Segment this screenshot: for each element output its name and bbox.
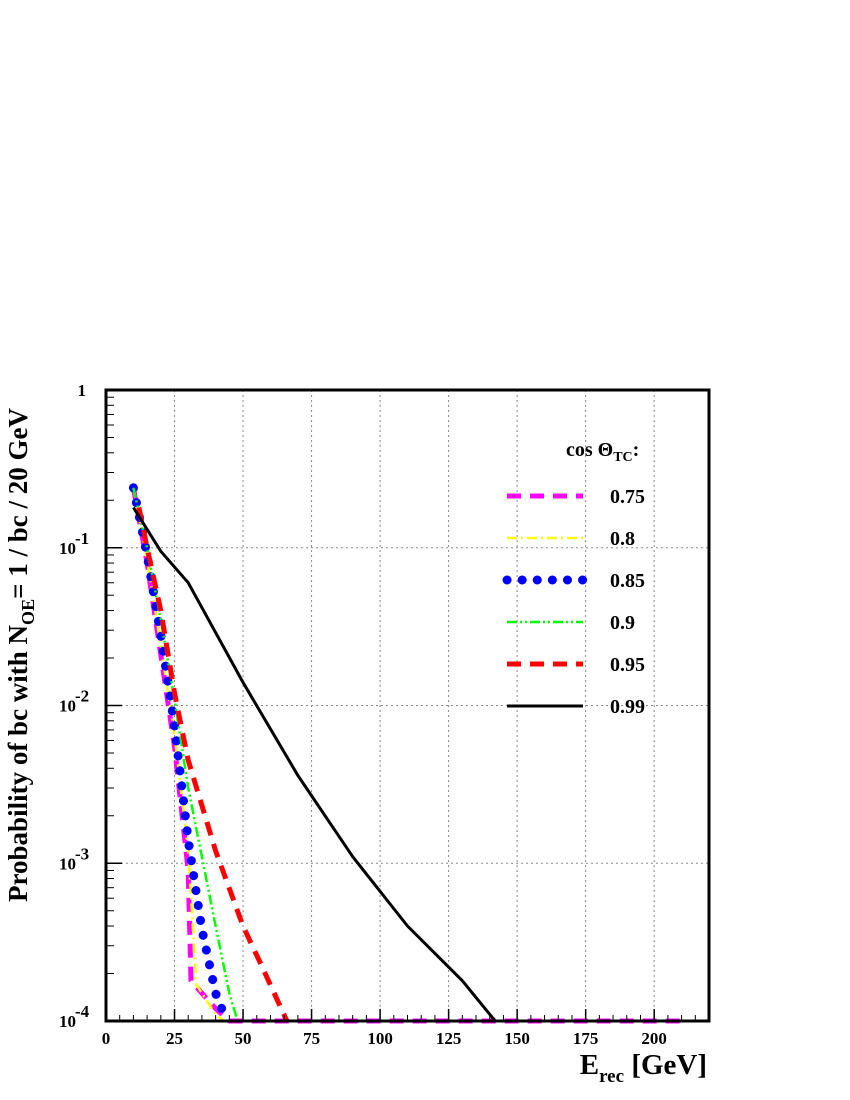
series-line-0.85 [128, 483, 232, 1026]
series-line-0.95 [136, 507, 290, 1023]
series-line-0.9 [132, 487, 239, 1022]
legend-label-0.9: 0.9 [610, 612, 635, 634]
y-tick-label: 10 [59, 1012, 76, 1031]
legend-label-0.85: 0.85 [610, 570, 645, 592]
y-tick-label: 10 [59, 539, 76, 558]
y-tick-exponent: -3 [75, 844, 89, 863]
legend-title: cos ΘTC: [566, 439, 639, 465]
legend-label-0.95: 0.95 [610, 654, 645, 676]
y-tick-label: 1 [78, 381, 87, 400]
y-tick-label: 10 [59, 697, 76, 716]
series-line-0.75 [130, 487, 682, 1024]
legend: cos ΘTC: 0.75 0.8 0.85 0.9 0.95 0.99 [502, 439, 645, 718]
y-tick-label: 10 [59, 854, 76, 873]
x-tick-label: 0 [102, 1029, 111, 1048]
x-axis-title: Erec [GeV] [580, 1049, 707, 1087]
y-axis-title: Probability of bc with NOE= 1 / bc / 20 … [3, 408, 38, 902]
legend-label-0.8: 0.8 [610, 528, 635, 550]
series-layer [128, 483, 682, 1026]
x-tick-label: 75 [303, 1029, 320, 1048]
legend-label-0.75: 0.75 [610, 486, 645, 508]
x-tick-label: 25 [166, 1029, 183, 1048]
legend-entries: 0.75 0.8 0.85 0.9 0.95 0.99 [502, 486, 645, 718]
y-tick-exponent: -2 [75, 687, 89, 706]
x-tick-label: 50 [235, 1029, 252, 1048]
ticks [105, 389, 710, 1022]
x-tick-label: 175 [573, 1029, 599, 1048]
y-tick-exponent: -1 [75, 529, 89, 548]
y-tick-exponent: -4 [75, 1002, 90, 1021]
series-line-0.99 [132, 506, 497, 1022]
legend-label-0.99: 0.99 [610, 696, 645, 718]
x-tick-label: 200 [641, 1029, 667, 1048]
x-tick-label: 125 [436, 1029, 462, 1048]
x-tick-label: 150 [504, 1029, 530, 1048]
x-tick-label: 100 [367, 1029, 393, 1048]
